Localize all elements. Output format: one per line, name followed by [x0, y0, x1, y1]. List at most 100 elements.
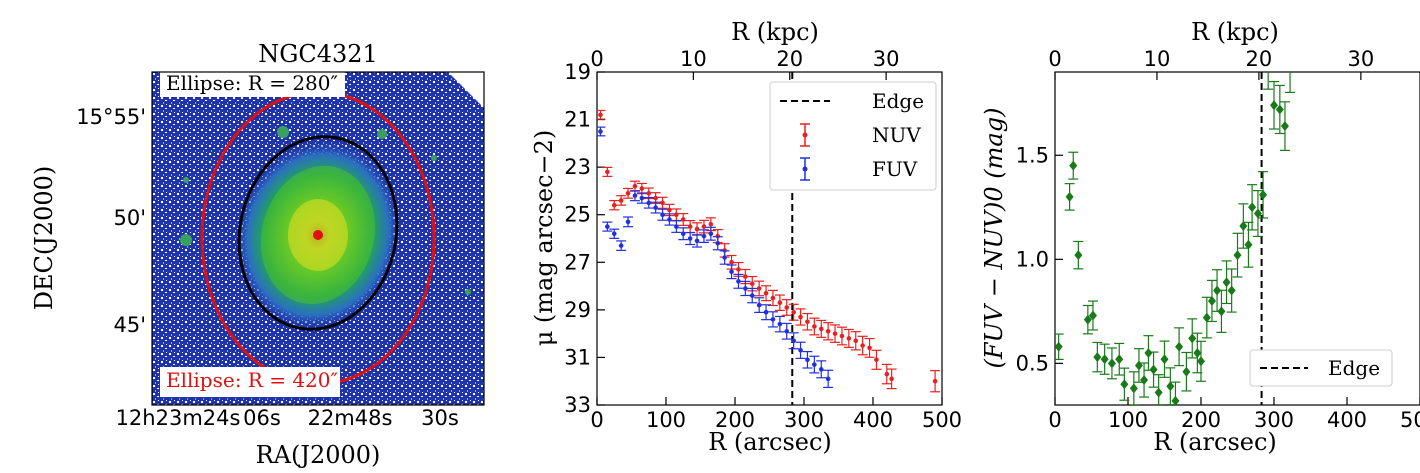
data-point [754, 280, 765, 297]
data-point [692, 234, 703, 248]
data-point [733, 261, 744, 277]
legend-fuv: FUV [872, 157, 918, 181]
data-point [1269, 80, 1279, 130]
data-point [767, 289, 778, 307]
data-point [781, 322, 792, 340]
data-point [1073, 240, 1084, 270]
x-tick-label: 400 [1327, 408, 1367, 432]
data-point [1106, 347, 1117, 380]
data-point [602, 166, 613, 177]
data-point [1068, 151, 1079, 180]
data-point [657, 208, 668, 221]
data-point [1226, 268, 1237, 313]
data-point [678, 227, 689, 241]
data-point [823, 369, 834, 389]
y-tick-label: 33 [564, 393, 591, 417]
data-point [747, 287, 758, 304]
data-point [857, 335, 868, 356]
data-point [761, 304, 772, 321]
data-point [1247, 184, 1258, 231]
data-point [616, 195, 627, 206]
data-point [1092, 341, 1103, 373]
y-tick-label: 1.5 [1016, 143, 1049, 167]
data-point [1114, 342, 1125, 376]
data-point [719, 250, 730, 265]
outer-ellipse-label: Ellipse: R = 420″ [166, 368, 338, 392]
top-tick-label: 0 [590, 47, 603, 71]
ra-tick: 22m48s [308, 406, 393, 430]
data-point [643, 196, 654, 209]
top-tick-label: 30 [1347, 47, 1374, 71]
ra-axis-label: RA(J2000) [256, 441, 381, 469]
data-point [1238, 203, 1249, 249]
data-point [774, 294, 785, 312]
color-profile-chart: 0 100 200 300 400 500 0.5 1.0 1.5 0 10 20 30 Edge R … [980, 18, 1420, 456]
data-point [1216, 289, 1227, 333]
data-point [802, 351, 813, 369]
top-tick-label: 10 [1144, 47, 1171, 71]
data-point [650, 201, 661, 214]
data-point [1119, 367, 1130, 401]
data-point [1055, 333, 1064, 360]
data-point [1148, 351, 1159, 388]
y-tick-label: 31 [564, 345, 591, 369]
x-tick-label: 100 [1108, 408, 1148, 432]
plot-frame [1054, 71, 1420, 406]
data-point [788, 303, 799, 321]
x-tick-label: 0 [1048, 408, 1061, 432]
data-point [1258, 171, 1269, 219]
data-point [636, 182, 647, 195]
data-point [609, 199, 620, 211]
top-axis-label: R (kpc) [1191, 18, 1279, 46]
y-tick-label: 23 [564, 155, 591, 179]
data-point [671, 220, 682, 233]
data-point [1263, 72, 1274, 90]
series-fuv [597, 126, 834, 389]
x-tick-label: 500 [922, 408, 962, 432]
top-tick-label: 20 [776, 47, 803, 71]
data-point [886, 368, 897, 390]
dec-axis-label: DEC(J2000) [30, 166, 58, 311]
data-point [636, 192, 647, 204]
data-point [597, 109, 606, 120]
data-point [1181, 351, 1192, 392]
data-point [850, 331, 861, 351]
data-point [1192, 332, 1203, 374]
x-tick-label: 200 [1181, 408, 1221, 432]
data-point [1143, 335, 1154, 371]
data-point [795, 341, 806, 359]
data-point [781, 299, 792, 316]
data-point [809, 317, 820, 336]
data-point [930, 370, 941, 393]
image-title: NGC4321 [258, 40, 378, 68]
data-point [726, 264, 737, 280]
data-point [1285, 72, 1296, 93]
series-nuv [597, 109, 941, 393]
data-point [836, 326, 847, 346]
x-tick-label: 500 [1400, 408, 1420, 432]
data-point [740, 280, 751, 297]
data-point [1274, 84, 1285, 135]
data-point [1099, 343, 1110, 375]
y-tick-label: 19 [564, 60, 591, 84]
top-axis-label: R (kpc) [731, 18, 819, 46]
y-axis-label: (FUV − NUV)0 (mag) [980, 108, 1008, 369]
data-point [823, 322, 834, 341]
data-point [843, 328, 854, 348]
x-tick-label: 300 [784, 408, 824, 432]
data-point [1201, 296, 1212, 339]
data-point [1153, 374, 1164, 405]
legend-edge: Edge [872, 89, 924, 113]
image-panel: NGC4321 Ellipse: R = 280″ Ellipse: R = 4… [30, 40, 485, 469]
data-point [1170, 381, 1181, 405]
y-tick-label: 0.5 [1016, 351, 1049, 375]
data-point [754, 297, 765, 313]
data-point [816, 360, 827, 379]
data-point [609, 228, 620, 239]
x-axis-label: R (arcsec) [1153, 428, 1277, 456]
data-point [1174, 327, 1185, 367]
data-point [616, 240, 627, 251]
data-point [830, 324, 841, 343]
y-tick-label: 27 [564, 250, 591, 274]
data-point [767, 311, 778, 328]
